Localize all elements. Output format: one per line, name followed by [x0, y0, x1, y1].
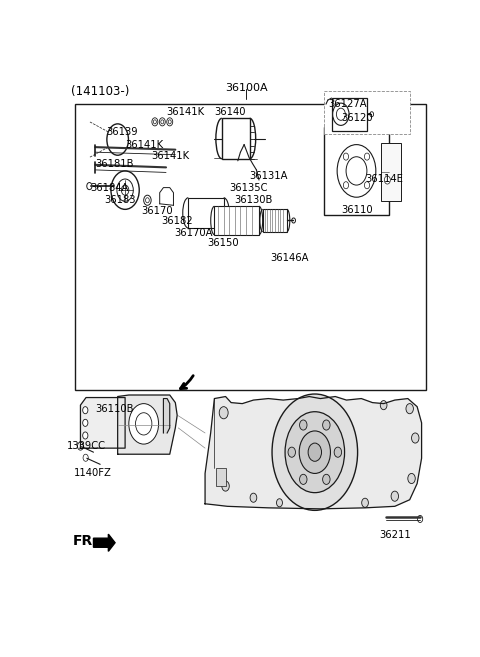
Circle shape	[362, 498, 368, 507]
Text: 36146A: 36146A	[270, 254, 309, 263]
Text: 36141K: 36141K	[151, 150, 189, 161]
Circle shape	[83, 432, 88, 439]
Circle shape	[336, 108, 345, 120]
Text: FR.: FR.	[73, 534, 99, 548]
Circle shape	[145, 198, 149, 203]
Text: (141103-): (141103-)	[71, 85, 130, 98]
Circle shape	[364, 182, 370, 189]
Circle shape	[323, 474, 330, 484]
Circle shape	[337, 145, 376, 197]
Circle shape	[154, 120, 156, 124]
Circle shape	[167, 118, 173, 126]
Bar	[216, 468, 226, 486]
Circle shape	[384, 176, 390, 184]
Bar	[324, 91, 410, 135]
Circle shape	[288, 447, 296, 457]
Circle shape	[117, 179, 133, 201]
Text: 36150: 36150	[207, 238, 239, 248]
Bar	[75, 104, 426, 390]
Circle shape	[364, 153, 370, 160]
Circle shape	[308, 443, 322, 461]
Polygon shape	[205, 397, 421, 509]
Circle shape	[346, 157, 367, 185]
Text: 1140FZ: 1140FZ	[74, 468, 112, 478]
Bar	[381, 143, 401, 201]
Circle shape	[272, 394, 358, 510]
Bar	[222, 118, 250, 159]
Circle shape	[300, 474, 307, 484]
Text: 36100A: 36100A	[225, 83, 267, 93]
Bar	[332, 98, 367, 131]
Circle shape	[250, 493, 257, 502]
Circle shape	[83, 454, 88, 461]
Circle shape	[168, 120, 171, 124]
Text: 36141K: 36141K	[125, 139, 163, 150]
Circle shape	[161, 120, 164, 124]
Polygon shape	[94, 534, 115, 551]
Circle shape	[111, 171, 139, 210]
Circle shape	[144, 195, 151, 205]
Circle shape	[411, 433, 419, 443]
Bar	[215, 206, 259, 235]
Text: 36131A: 36131A	[250, 171, 288, 181]
Bar	[263, 210, 287, 232]
Text: 36141K: 36141K	[166, 106, 204, 117]
Circle shape	[77, 442, 84, 450]
Text: 36170A: 36170A	[175, 227, 213, 238]
Circle shape	[380, 401, 387, 410]
Circle shape	[343, 153, 348, 160]
Text: 1339CC: 1339CC	[67, 441, 106, 451]
Circle shape	[408, 474, 415, 484]
Text: 36135C: 36135C	[229, 183, 268, 193]
Text: 36130B: 36130B	[234, 195, 273, 205]
Circle shape	[152, 118, 158, 126]
Circle shape	[292, 218, 296, 223]
Circle shape	[276, 499, 282, 507]
Circle shape	[406, 403, 413, 414]
Text: 36184A: 36184A	[91, 183, 129, 193]
Circle shape	[135, 413, 152, 435]
Circle shape	[159, 118, 165, 126]
Text: 36170: 36170	[141, 206, 173, 216]
Bar	[188, 198, 224, 228]
Text: 36182: 36182	[161, 216, 193, 227]
Circle shape	[83, 419, 88, 426]
Polygon shape	[163, 399, 170, 433]
Circle shape	[300, 420, 307, 430]
Bar	[324, 127, 389, 215]
Text: 36183: 36183	[104, 195, 135, 205]
Polygon shape	[81, 397, 125, 448]
Circle shape	[333, 103, 349, 125]
Text: 36110B: 36110B	[96, 403, 134, 414]
Circle shape	[87, 183, 92, 190]
Text: 36139: 36139	[107, 127, 138, 137]
Circle shape	[83, 407, 88, 414]
Text: 36110: 36110	[341, 205, 372, 215]
Circle shape	[343, 182, 348, 189]
Text: 36127A: 36127A	[328, 99, 366, 109]
Circle shape	[391, 491, 398, 501]
Circle shape	[121, 185, 129, 195]
Circle shape	[299, 431, 330, 474]
Text: 36114E: 36114E	[365, 174, 403, 184]
Polygon shape	[118, 395, 177, 454]
Circle shape	[129, 403, 158, 444]
Circle shape	[323, 420, 330, 430]
Circle shape	[418, 516, 423, 522]
Text: 36140: 36140	[215, 106, 246, 117]
Circle shape	[219, 407, 228, 419]
Text: 36211: 36211	[379, 530, 411, 540]
Text: 36181B: 36181B	[96, 159, 134, 169]
Circle shape	[222, 481, 229, 491]
Circle shape	[334, 447, 342, 457]
Circle shape	[285, 412, 345, 493]
Circle shape	[370, 112, 373, 117]
Text: 36120: 36120	[341, 113, 372, 124]
